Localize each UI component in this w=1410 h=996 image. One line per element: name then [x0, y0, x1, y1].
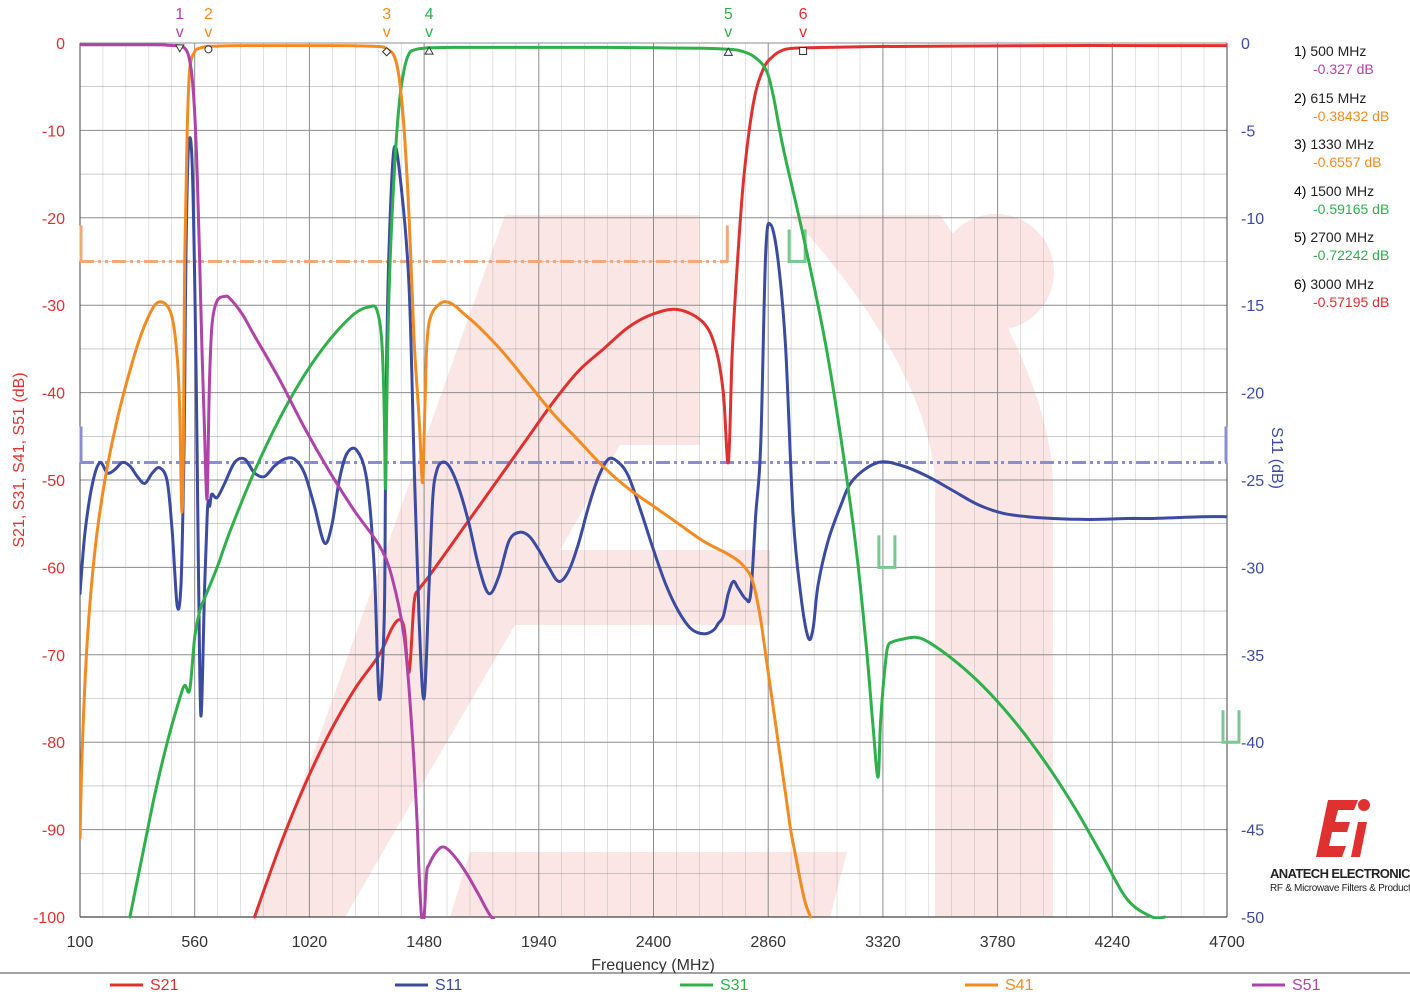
marker-label: 6 — [1294, 275, 1302, 292]
company-logo: ANATECH ELECTRONICS INC RF & Microwave F… — [1270, 792, 1410, 902]
marker-readout: 6) 3000 MHz -0.57195 dB — [1294, 275, 1406, 311]
y-tick-label-left: -100 — [33, 910, 65, 927]
x-tick-label: 3780 — [980, 934, 1016, 951]
y-tick-label-left: 0 — [56, 36, 65, 53]
y-tick-label-right: -25 — [1241, 473, 1264, 490]
marker-frequency: 615 MHz — [1310, 89, 1367, 106]
x-tick-label: 4240 — [1095, 934, 1131, 951]
series-line-s11 — [80, 136, 1227, 718]
marker-readout: 1) 500 MHz -0.327 dB — [1294, 42, 1406, 78]
y-tick-label-right: -50 — [1241, 910, 1264, 927]
y-tick-label-right: -20 — [1241, 386, 1264, 403]
marker-number: 6 — [799, 6, 808, 23]
logo-icon — [1316, 799, 1370, 857]
y-tick-label-right: -15 — [1241, 298, 1264, 315]
marker-frequency: 500 MHz — [1310, 43, 1367, 59]
marker-frequency: 1500 MHz — [1310, 182, 1375, 199]
y-tick-label-left: -90 — [42, 823, 65, 840]
marker-label: 3 — [1294, 136, 1302, 152]
marker-symbol — [424, 46, 434, 55]
x-axis-label: Frequency (MHz) — [591, 957, 715, 974]
marker-label: 1 — [1294, 43, 1302, 59]
marker-number: 2 — [204, 6, 213, 23]
marker-value: -0.6557 dB — [1313, 154, 1382, 170]
y-tick-label-left: -20 — [42, 211, 65, 228]
marker-readout: 3) 1330 MHz -0.6557 dB — [1294, 135, 1406, 171]
legend-label: S11 — [435, 977, 462, 994]
y-tick-label-right: -30 — [1241, 560, 1264, 577]
marker-symbol — [204, 45, 213, 54]
series-line-s31 — [128, 45, 1167, 919]
marker-frequency: 3000 MHz — [1310, 275, 1375, 292]
marker-arrow: v — [799, 24, 807, 41]
marker-arrow: v — [204, 24, 212, 41]
marker-value: -0.38432 dB — [1313, 107, 1390, 124]
marker-number: 5 — [724, 6, 733, 23]
x-tick-label: 1940 — [521, 934, 557, 951]
y-tick-label-left: -60 — [42, 560, 65, 577]
y-tick-label-right: -45 — [1241, 823, 1264, 840]
x-tick-label: 1480 — [406, 934, 442, 951]
y-tick-label-left: -10 — [42, 123, 65, 140]
marker-symbol — [799, 46, 808, 55]
marker-arrow: v — [176, 24, 184, 41]
marker-label: 5 — [1294, 229, 1302, 245]
logo-company-name: ANATECH ELECTRONICS INC — [1270, 866, 1410, 881]
marker-label: 4 — [1294, 182, 1302, 199]
marker-value: -0.57195 dB — [1313, 293, 1390, 310]
legend-label: S41 — [1005, 977, 1034, 994]
legend: S21 S11 S31 S41 S51 — [110, 977, 1321, 994]
y-axis-label-left: S21, S31, S41, S51 (dB) — [11, 372, 28, 547]
series-line-s51 — [80, 43, 496, 919]
marker-arrow: v — [383, 24, 391, 41]
limit-mask-segment — [1221, 710, 1241, 744]
x-tick-label: 3320 — [865, 934, 901, 951]
y-tick-label-left: -80 — [42, 735, 65, 752]
marker-symbol — [381, 47, 392, 57]
y-tick-label-left: -40 — [42, 386, 65, 403]
x-tick-label: 560 — [181, 934, 208, 951]
y-tick-label-right: -40 — [1241, 735, 1264, 752]
marker-frequency: 1330 MHz — [1310, 136, 1375, 152]
marker-readout-panel: 1) 500 MHz -0.327 dB 2) 615 MHz -0.38432… — [1294, 42, 1406, 321]
y-tick-label-right: -5 — [1241, 123, 1255, 140]
y-tick-label-right: -10 — [1241, 211, 1264, 228]
marker-value: -0.72242 dB — [1313, 247, 1390, 263]
legend-label: S51 — [1292, 977, 1321, 994]
marker-readout: 4) 1500 MHz -0.59165 dB — [1294, 182, 1406, 218]
y-tick-label-left: -30 — [42, 298, 65, 315]
marker-frequency: 2700 MHz — [1310, 229, 1375, 245]
y-tick-label-left: -70 — [42, 648, 65, 665]
x-tick-label: 1020 — [292, 934, 328, 951]
marker-value: -0.327 dB — [1313, 61, 1374, 77]
marker-symbol — [174, 44, 185, 53]
y-tick-label-left: -50 — [42, 473, 65, 490]
y-tick-label-right: 0 — [1241, 36, 1250, 53]
y-axis-label-right: S11 (dB) — [1268, 427, 1285, 489]
legend-label: S31 — [720, 977, 749, 994]
marker-readout: 2) 615 MHz -0.38432 dB — [1294, 89, 1406, 125]
x-tick-label: 2400 — [636, 934, 672, 951]
marker-symbol — [723, 47, 734, 56]
marker-value: -0.59165 dB — [1313, 200, 1390, 217]
watermark-logo — [255, 214, 1054, 917]
marker-readout: 5) 2700 MHz -0.72242 dB — [1294, 228, 1406, 264]
series-line-s21 — [253, 44, 1227, 919]
marker-number: 4 — [425, 6, 434, 23]
marker-arrow: v — [425, 24, 433, 41]
x-tick-label: 2860 — [750, 934, 786, 951]
x-tick-label: 100 — [67, 934, 94, 951]
legend-label: S21 — [150, 977, 179, 994]
marker-number: 3 — [382, 6, 391, 23]
marker-arrow: v — [724, 24, 732, 41]
marker-label: 2 — [1294, 89, 1302, 106]
y-tick-label-right: -35 — [1241, 648, 1264, 665]
limit-mask-segment — [877, 535, 897, 569]
series-line-s41 — [80, 44, 813, 919]
logo-tagline: RF & Microwave Filters & Products — [1270, 883, 1410, 894]
marker-number: 1 — [175, 6, 184, 23]
x-tick-label: 4700 — [1209, 934, 1245, 951]
